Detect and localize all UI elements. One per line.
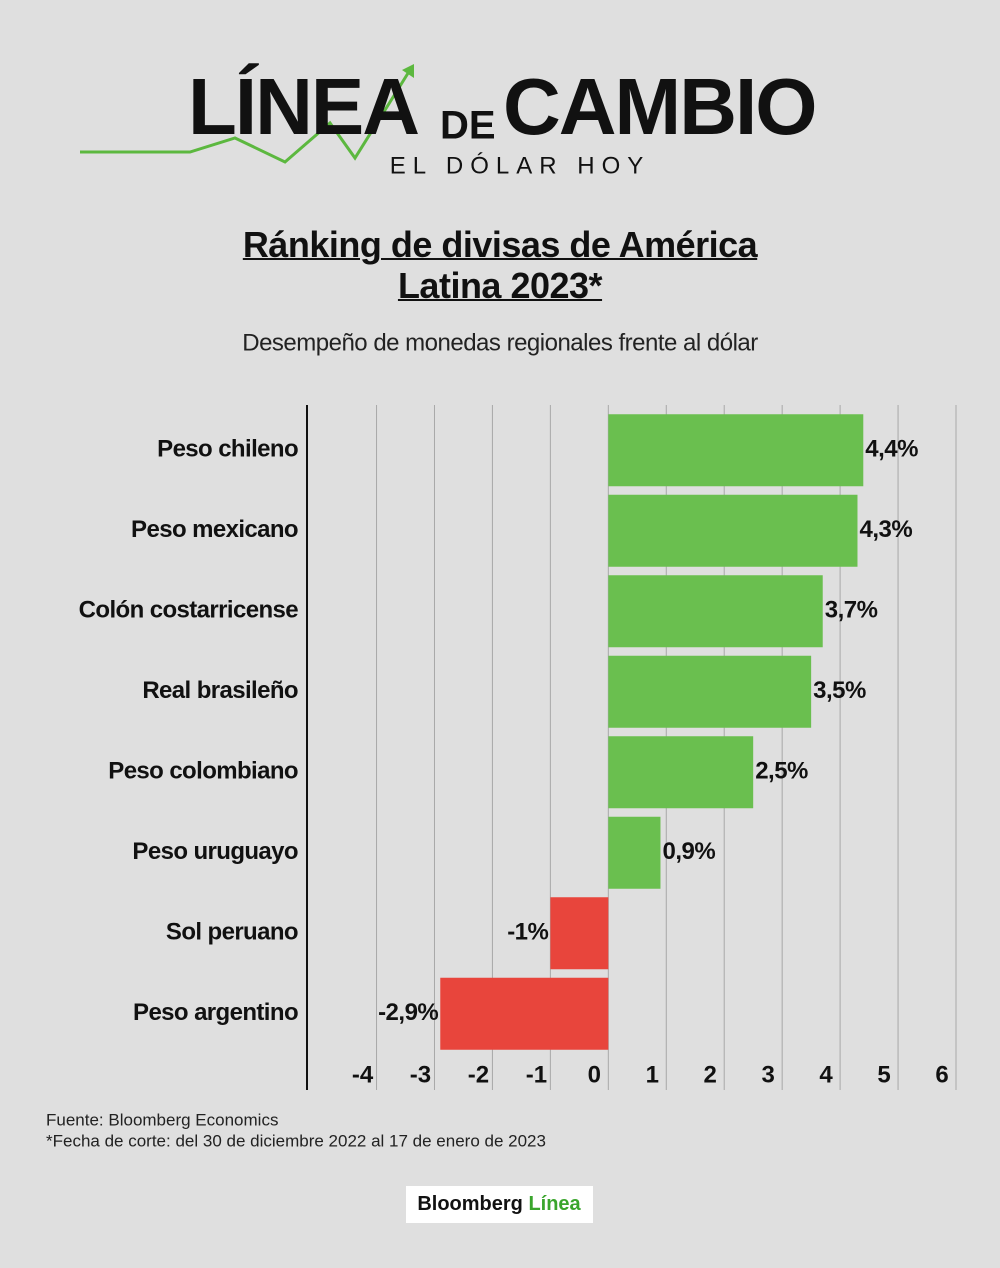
- logo-tagline: EL DÓLAR HOY: [390, 152, 651, 179]
- value-label: 2,5%: [755, 758, 808, 785]
- x-tick-label: 2: [704, 1061, 717, 1088]
- brand-box: [406, 1186, 593, 1223]
- bar: [608, 655, 812, 728]
- value-label: -1%: [507, 919, 548, 946]
- category-label: Peso argentino: [133, 999, 298, 1026]
- brand-part: Bloomberg: [417, 1193, 523, 1215]
- category-label: Peso colombiano: [108, 758, 298, 785]
- value-label: 3,5%: [813, 677, 866, 704]
- x-tick-label: -4: [352, 1061, 374, 1088]
- x-tick-label: 1: [646, 1061, 659, 1088]
- x-tick-label: -3: [410, 1061, 431, 1088]
- chart-title: Ránking de divisas de América Latina 202…: [242, 224, 758, 306]
- logo-word: DE: [440, 104, 496, 148]
- value-label: 4,4%: [865, 436, 918, 463]
- x-tick-label: 4: [819, 1061, 833, 1088]
- chart-subtitle: Desempeño de monedas regionales frente a…: [242, 329, 758, 356]
- bar: [440, 977, 609, 1050]
- logo-word: LÍNEA: [188, 62, 418, 151]
- category-label: Peso mexicano: [131, 516, 298, 543]
- value-label: 3,7%: [825, 597, 878, 624]
- bar: [550, 897, 609, 970]
- x-tick-label: 3: [761, 1061, 774, 1088]
- logo-word: CAMBIO: [503, 62, 815, 151]
- bar: [608, 736, 754, 809]
- x-tick-label: -2: [468, 1061, 489, 1088]
- brand: Bloomberg Línea: [417, 1193, 581, 1215]
- category-label: Peso uruguayo: [132, 838, 298, 865]
- category-label: Peso chileno: [157, 436, 298, 463]
- category-label: Real brasileño: [142, 677, 298, 704]
- x-tick-label: 0: [588, 1061, 601, 1088]
- bar: [608, 494, 858, 567]
- value-label: 4,3%: [859, 516, 912, 543]
- category-label: Sol peruano: [166, 919, 298, 946]
- brand-part: Línea: [528, 1193, 581, 1215]
- category-label: Colón costarricense: [79, 597, 299, 624]
- bar: [608, 414, 864, 487]
- x-tick-label: -1: [526, 1061, 547, 1088]
- x-tick-label: 6: [935, 1061, 948, 1088]
- bar: [608, 816, 661, 889]
- value-label: 0,9%: [662, 838, 715, 865]
- logo-arrow: [80, 69, 412, 164]
- date-note: *Fecha de corte: del 30 de diciembre 202…: [46, 1131, 546, 1150]
- bar: [608, 575, 823, 648]
- value-label: -2,9%: [378, 999, 438, 1026]
- logo-arrowhead: [402, 64, 414, 78]
- x-tick-label: 5: [877, 1061, 890, 1088]
- source-note: Fuente: Bloomberg Economics: [46, 1110, 278, 1129]
